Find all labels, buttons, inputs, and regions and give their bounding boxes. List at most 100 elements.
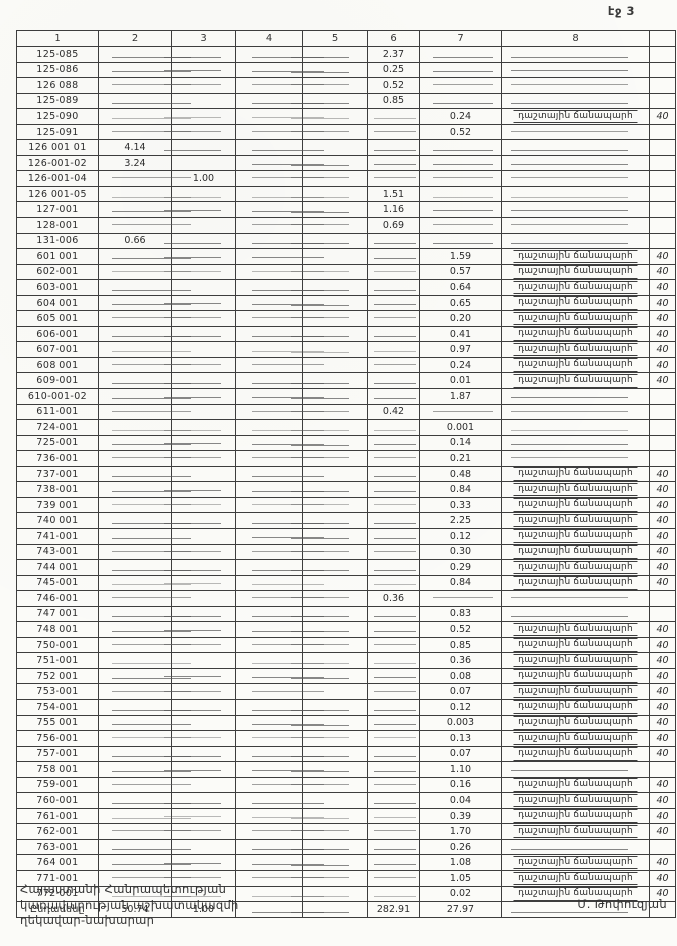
value-col-6: [367, 496, 420, 514]
total-col-7: 27.97: [419, 901, 502, 918]
value-col-7: 0.13: [419, 730, 502, 747]
value-col-6: [367, 325, 420, 343]
land-use-note-text: դաշտային ճանապարհ: [513, 684, 638, 699]
value-col-2: [98, 683, 192, 700]
value-col-6: [367, 543, 420, 561]
value-col-2: [98, 527, 192, 545]
land-use-note-text: դաշտային ճանապարհ: [513, 513, 638, 528]
value-col-7: 0.85: [419, 636, 502, 654]
land-use-note: դաշտային ճանապարհ: [501, 621, 650, 638]
value-col-4: [235, 77, 325, 94]
value-col-3: [164, 46, 236, 63]
value-col-2: [98, 217, 192, 234]
total-col-4: [235, 901, 325, 918]
parcel-code: 755 001: [16, 714, 99, 732]
value-col-7: 0.01: [419, 372, 502, 390]
value-col-4: [235, 325, 325, 343]
table-row: 759-001 0.16 դաշտային ճանապարհ 40: [16, 776, 676, 794]
value-col-2: [98, 636, 192, 654]
value-col-5: [291, 481, 368, 498]
land-use-note: դաշտային ճանապարհ: [501, 667, 650, 685]
value-col-7: 0.39: [419, 807, 502, 825]
value-col-5: [291, 667, 368, 685]
value-col-5: [291, 325, 368, 343]
value-col-2: [98, 543, 192, 561]
parcel-code: 736-001: [16, 450, 99, 467]
value-col-5: [291, 170, 368, 187]
margin-mark: 40: [649, 683, 676, 700]
value-col-5: [291, 838, 368, 856]
table-row: 601 001 1.59 դաշտային ճանապարհ 40: [16, 248, 676, 265]
value-col-4: [235, 496, 325, 514]
margin-mark: 40: [649, 263, 676, 281]
parcel-code: 743-001: [16, 543, 99, 561]
value-col-7: 0.12: [419, 698, 502, 716]
table-row: 761-001 0.39 դաշտային ճանապարհ 40: [16, 807, 676, 825]
value-col-7: 0.84: [419, 574, 502, 592]
margin-mark: [649, 123, 676, 141]
parcel-code: 611-001: [16, 403, 99, 421]
value-col-7: [419, 590, 502, 607]
value-col-4: [235, 61, 325, 79]
value-col-6: [367, 667, 420, 685]
table-row: 744 001 0.29 դաշտային ճանապարհ 40: [16, 559, 676, 576]
margin-mark: [649, 761, 676, 778]
land-use-note-text: դաշտային ճանապարհ: [513, 529, 638, 543]
table-row: 745-001 0.84 դաշտային ճանապարհ 40: [16, 574, 676, 592]
land-use-note: [501, 139, 650, 156]
value-col-5: [291, 434, 368, 452]
margin-mark: 40: [649, 823, 676, 840]
value-col-5: [291, 745, 368, 763]
margin-mark: 40: [649, 356, 676, 374]
value-col-3: [164, 667, 236, 685]
land-use-note-text: դաշտային ճանապարհ: [513, 545, 638, 559]
value-col-3: [164, 185, 236, 203]
land-use-note: դաշտային ճանապարհ: [501, 512, 650, 529]
value-col-4: [235, 123, 325, 141]
land-use-note: դաշտային ճանապարհ: [501, 527, 650, 545]
value-col-2: [98, 698, 192, 716]
value-col-2: [98, 481, 192, 498]
parcel-code: 606-001: [16, 325, 99, 343]
land-use-note: դաշտային ճանապարհ: [501, 559, 650, 576]
table-row: 603-001 0.64 դաշտային ճանապարհ 40: [16, 279, 676, 296]
land-use-note-text: դաշտային ճանապարհ: [513, 249, 638, 264]
value-col-4: [235, 574, 325, 592]
table-row: 764 001 1.08 դաշտային ճանապարհ 40: [16, 854, 676, 871]
value-col-3: [171, 341, 236, 358]
value-col-3: [164, 823, 236, 840]
value-col-6: [367, 372, 420, 390]
land-use-note: դաշտային ճանապարհ: [501, 854, 650, 871]
land-use-note-text: դաշտային ճանապարհ: [513, 560, 638, 575]
value-col-7: 0.003: [419, 714, 502, 732]
margin-mark: [649, 201, 676, 219]
value-col-7: 0.33: [419, 496, 502, 514]
value-col-3: [171, 714, 236, 732]
value-col-6: [367, 294, 420, 312]
value-col-7: 0.57: [419, 263, 502, 281]
value-col-7: 0.29: [419, 559, 502, 576]
table-row: 610-001-02 1.87: [16, 388, 676, 405]
margin-mark: 40: [649, 325, 676, 343]
value-col-3: [171, 590, 236, 607]
value-col-7: 0.52: [419, 621, 502, 638]
value-col-2: [98, 108, 192, 125]
value-col-2: [98, 574, 192, 592]
value-col-4: [235, 885, 325, 903]
value-col-4: [235, 341, 325, 358]
value-col-3: [171, 154, 236, 172]
parcel-code: 750-001: [16, 636, 99, 654]
value-col-5: [291, 590, 368, 607]
value-col-4: [235, 92, 325, 110]
value-col-4: [235, 356, 325, 374]
value-col-5: [291, 605, 368, 623]
value-col-2: [98, 434, 192, 452]
value-col-2: [98, 652, 192, 669]
land-use-note: դաշտային ճանապարհ: [501, 792, 650, 809]
value-col-6: [367, 652, 420, 669]
land-use-note: [501, 185, 650, 203]
value-col-7: 0.02: [419, 885, 502, 903]
land-use-note: դաշտային ճանապարհ: [501, 745, 650, 763]
value-col-2: [98, 46, 192, 63]
value-col-3: [164, 263, 236, 281]
